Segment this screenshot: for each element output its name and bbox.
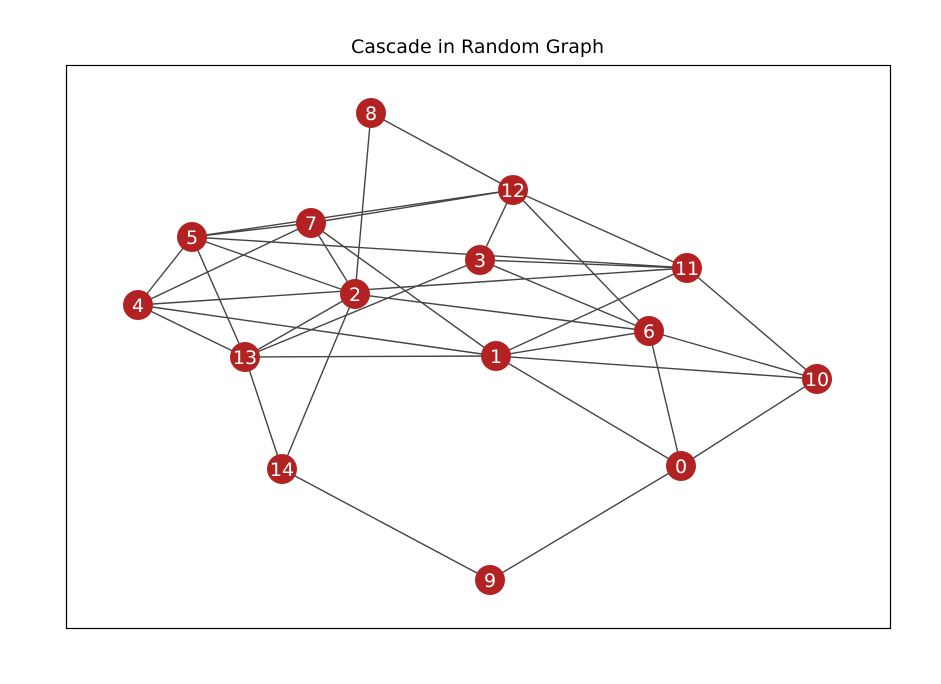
node-label: 5 <box>186 227 198 249</box>
node-label: 14 <box>270 459 294 481</box>
node-1[interactable]: 1 <box>481 341 511 371</box>
node-circle <box>230 342 260 372</box>
edge-7-5 <box>191 222 312 238</box>
node-2[interactable]: 2 <box>340 279 370 309</box>
edge-7-1 <box>310 222 497 357</box>
node-circle <box>356 98 386 128</box>
node-8[interactable]: 8 <box>356 98 386 128</box>
edge-1-6 <box>495 330 650 357</box>
node-label: 7 <box>305 213 317 235</box>
edge-10-0 <box>680 378 818 467</box>
edge-13-1 <box>244 355 497 358</box>
node-0[interactable]: 0 <box>666 451 696 481</box>
chart-title: Cascade in Random Graph <box>350 36 605 58</box>
node-label: 3 <box>474 250 486 272</box>
node-circle <box>672 253 702 283</box>
node-label: 6 <box>643 321 655 343</box>
node-circle <box>177 222 207 252</box>
edge-0-9 <box>489 465 682 581</box>
node-14[interactable]: 14 <box>267 454 297 484</box>
edge-6-0 <box>648 330 682 467</box>
edge-12-11 <box>512 189 688 269</box>
node-label: 4 <box>132 295 144 317</box>
edge-2-14 <box>281 293 356 470</box>
edge-6-10 <box>648 330 818 380</box>
edge-14-9 <box>281 468 491 581</box>
node-label: 0 <box>675 456 687 478</box>
edge-11-10 <box>686 267 818 380</box>
node-7[interactable]: 7 <box>296 208 326 238</box>
node-circle <box>340 279 370 309</box>
node-circle <box>267 454 297 484</box>
node-label: 11 <box>675 258 699 280</box>
node-circle <box>296 208 326 238</box>
node-circle <box>634 316 664 346</box>
node-circle <box>498 175 528 205</box>
node-label: 9 <box>484 570 496 592</box>
node-circle <box>802 364 832 394</box>
edge-4-11 <box>137 267 688 306</box>
edge-8-12 <box>370 112 514 191</box>
node-circle <box>475 565 505 595</box>
edge-1-11 <box>495 267 688 357</box>
edge-3-11 <box>479 259 688 269</box>
node-9[interactable]: 9 <box>475 565 505 595</box>
node-circle <box>123 290 153 320</box>
edge-2-13 <box>244 293 356 358</box>
node-12[interactable]: 12 <box>498 175 528 205</box>
edge-12-6 <box>512 189 650 332</box>
edge-5-13 <box>191 236 246 358</box>
node-label: 2 <box>349 284 361 306</box>
edge-5-11 <box>191 236 688 269</box>
node-6[interactable]: 6 <box>634 316 664 346</box>
node-4[interactable]: 4 <box>123 290 153 320</box>
edge-1-0 <box>495 355 682 467</box>
edge-3-13 <box>244 259 481 358</box>
node-5[interactable]: 5 <box>177 222 207 252</box>
edge-5-2 <box>191 236 356 295</box>
edge-4-13 <box>137 304 246 358</box>
plot-frame <box>65 64 892 630</box>
edge-13-14 <box>244 356 283 470</box>
edge-12-5 <box>191 189 514 238</box>
edge-8-2 <box>354 112 372 295</box>
edge-2-6 <box>354 293 650 332</box>
node-label: 8 <box>365 103 377 125</box>
node-10[interactable]: 10 <box>802 364 832 394</box>
node-label: 12 <box>501 180 525 202</box>
node-label: 13 <box>233 347 257 369</box>
edge-3-6 <box>479 259 650 332</box>
node-label: 1 <box>490 346 502 368</box>
edge-layer <box>137 112 818 581</box>
node-circle <box>481 341 511 371</box>
node-3[interactable]: 3 <box>465 245 495 275</box>
node-11[interactable]: 11 <box>672 253 702 283</box>
node-circle <box>465 245 495 275</box>
node-label: 10 <box>805 369 829 391</box>
edge-7-4 <box>137 222 312 306</box>
edge-1-10 <box>495 355 818 380</box>
node-circle <box>666 451 696 481</box>
node-13[interactable]: 13 <box>230 342 260 372</box>
edge-4-1 <box>137 304 497 357</box>
